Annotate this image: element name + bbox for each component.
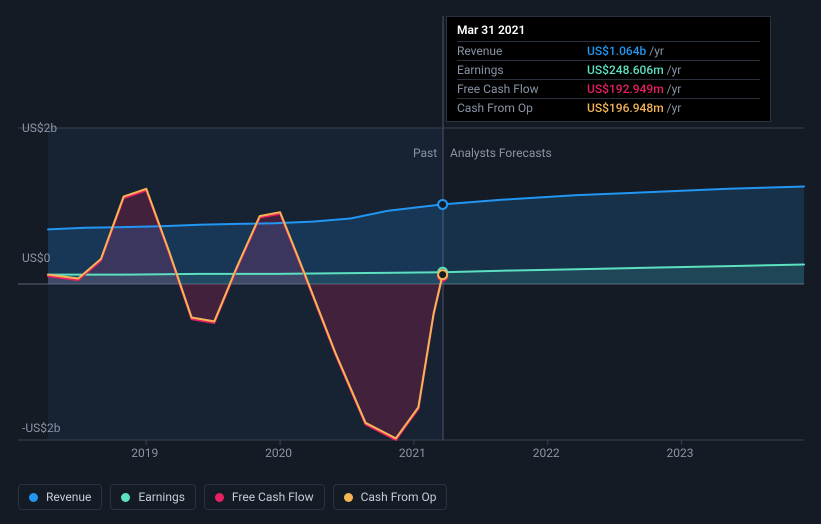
legend-dot-icon — [121, 493, 130, 502]
tooltip-row-label: Earnings — [457, 63, 587, 77]
legend-dot-icon — [344, 493, 353, 502]
tooltip-row-unit: /yr — [667, 82, 682, 96]
financials-chart: US$2b US$0 -US$2b Past Analysts Forecast… — [0, 0, 821, 524]
legend-item-label: Free Cash Flow — [232, 490, 314, 504]
tooltip-row-unit: /yr — [649, 44, 664, 58]
legend-item-label: Earnings — [138, 490, 185, 504]
chart-legend: Revenue Earnings Free Cash Flow Cash From O… — [18, 484, 447, 510]
tooltip-row-value: US$248.606m — [587, 63, 664, 77]
tooltip-row-unit: /yr — [667, 101, 682, 115]
tooltip-row: Free Cash FlowUS$192.949m/yr — [457, 79, 760, 98]
tooltip-row-value: US$1.064b — [587, 44, 646, 58]
region-past-label: Past — [413, 146, 437, 160]
legend-item-label: Cash From Op — [361, 490, 437, 504]
x-tick-label: 2022 — [533, 446, 560, 460]
legend-dot-icon — [215, 493, 224, 502]
tooltip-title: Mar 31 2021 — [457, 23, 760, 37]
tooltip-row-unit: /yr — [667, 63, 682, 77]
y-tick-label: -US$2b — [22, 421, 60, 435]
region-forecast-label: Analysts Forecasts — [450, 146, 552, 160]
legend-dot-icon — [29, 493, 38, 502]
tooltip-row: Cash From OpUS$196.948m/yr — [457, 98, 760, 117]
legend-item-label: Revenue — [46, 490, 91, 504]
legend-item-cfo[interactable]: Cash From Op — [333, 484, 448, 510]
tooltip-row-label: Free Cash Flow — [457, 82, 587, 96]
x-tick-label: 2019 — [131, 446, 158, 460]
x-tick-label: 2021 — [399, 446, 426, 460]
x-tick-label: 2020 — [265, 446, 292, 460]
y-tick-label: US$2b — [22, 121, 57, 135]
tooltip-row: EarningsUS$248.606m/yr — [457, 60, 760, 79]
tooltip-row-label: Cash From Op — [457, 101, 587, 115]
x-tick-label: 2023 — [667, 446, 694, 460]
legend-item-fcf[interactable]: Free Cash Flow — [204, 484, 325, 510]
legend-item-earnings[interactable]: Earnings — [110, 484, 196, 510]
y-tick-label: US$0 — [22, 251, 50, 265]
tooltip-row: RevenueUS$1.064b/yr — [457, 41, 760, 60]
chart-tooltip: Mar 31 2021 RevenueUS$1.064b/yrEarningsU… — [446, 16, 771, 122]
tooltip-row-value: US$196.948m — [587, 101, 664, 115]
legend-item-revenue[interactable]: Revenue — [18, 484, 102, 510]
tooltip-row-label: Revenue — [457, 44, 587, 58]
tooltip-row-value: US$192.949m — [587, 82, 664, 96]
